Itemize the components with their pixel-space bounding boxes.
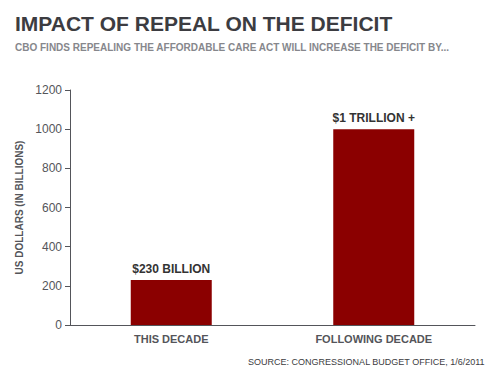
svg-text:0: 0: [55, 318, 62, 332]
svg-text:400: 400: [42, 240, 62, 254]
svg-text:1200: 1200: [35, 83, 62, 97]
svg-text:$230 BILLION: $230 BILLION: [132, 262, 210, 276]
svg-text:800: 800: [42, 161, 62, 175]
svg-text:FOLLOWING DECADE: FOLLOWING DECADE: [315, 333, 432, 345]
svg-text:600: 600: [42, 201, 62, 215]
svg-text:SOURCE: CONGRESSIONAL BUDGET O: SOURCE: CONGRESSIONAL BUDGET OFFICE, 1/6…: [248, 357, 484, 367]
svg-text:1000: 1000: [35, 122, 62, 136]
svg-text:200: 200: [42, 279, 62, 293]
svg-text:IMPACT OF REPEAL ON THE DEFICI: IMPACT OF REPEAL ON THE DEFICIT: [15, 12, 392, 35]
svg-text:THIS DECADE: THIS DECADE: [134, 333, 209, 345]
svg-text:CBO FINDS REPEALING THE AFFORD: CBO FINDS REPEALING THE AFFORDABLE CARE …: [15, 42, 449, 53]
svg-text:US DOLLARS (IN BILLIONS): US DOLLARS (IN BILLIONS): [14, 141, 25, 275]
svg-text:$1 TRILLION +: $1 TRILLION +: [333, 111, 415, 125]
